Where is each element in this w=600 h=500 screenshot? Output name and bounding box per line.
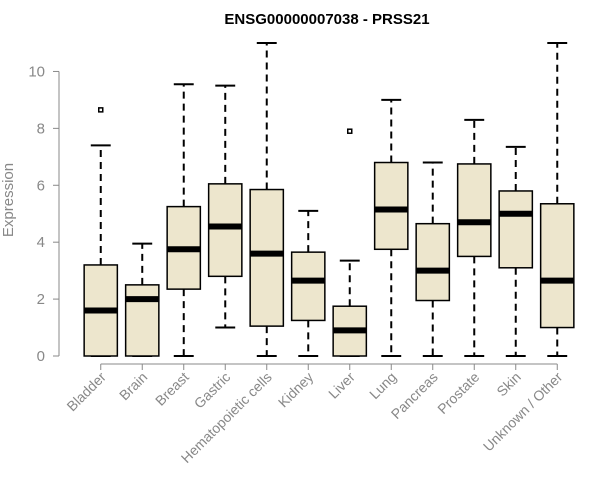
iqr-box	[290, 251, 326, 322]
y-tick-label: 0	[37, 348, 45, 365]
iqr-box	[415, 222, 451, 302]
box-liver	[332, 128, 368, 357]
box-gastric	[207, 84, 243, 329]
box-breast	[166, 83, 202, 357]
box-prostate	[456, 118, 492, 357]
chart-title: ENSG00000007038 - PRSS21	[224, 11, 429, 28]
box-pancreas	[415, 161, 451, 357]
iqr-box	[539, 203, 575, 329]
y-axis-label: Expression	[0, 163, 17, 237]
x-tick-label: Kidney	[275, 369, 317, 411]
box-lung	[373, 98, 409, 357]
outlier-point	[98, 107, 104, 113]
iqr-box	[498, 190, 534, 269]
box-kidney	[290, 209, 326, 357]
y-tick-label: 8	[37, 120, 45, 137]
x-tick-label: Unknown / Other	[480, 369, 566, 455]
box-bladder	[83, 107, 119, 357]
y-tick-label: 2	[37, 291, 45, 308]
iqr-box	[207, 183, 243, 278]
x-tick-label: Skin	[493, 369, 524, 400]
y-tick-label: 4	[37, 234, 45, 251]
box-unknown-other	[539, 42, 575, 357]
x-tick-label: Prostate	[434, 369, 482, 417]
x-tick-label: Liver	[325, 369, 358, 402]
y-tick-label: 6	[37, 177, 45, 194]
box-brain	[124, 242, 160, 357]
iqr-box	[124, 284, 160, 357]
x-tick-label: Lung	[366, 369, 399, 402]
x-tick-label: Brain	[116, 369, 150, 403]
box-hematopoietic-cells	[249, 42, 285, 357]
x-tick-label: Breast	[152, 369, 192, 409]
x-tick-label: Bladder	[63, 369, 109, 415]
y-tick-label: 10	[28, 63, 45, 80]
box-skin	[498, 145, 534, 357]
iqr-box	[456, 163, 492, 258]
outlier-point	[347, 128, 353, 134]
iqr-box	[373, 161, 409, 251]
plot-area	[83, 42, 575, 357]
iqr-box	[249, 188, 285, 327]
y-axis: 0 2 4 6 8 10	[28, 63, 60, 365]
